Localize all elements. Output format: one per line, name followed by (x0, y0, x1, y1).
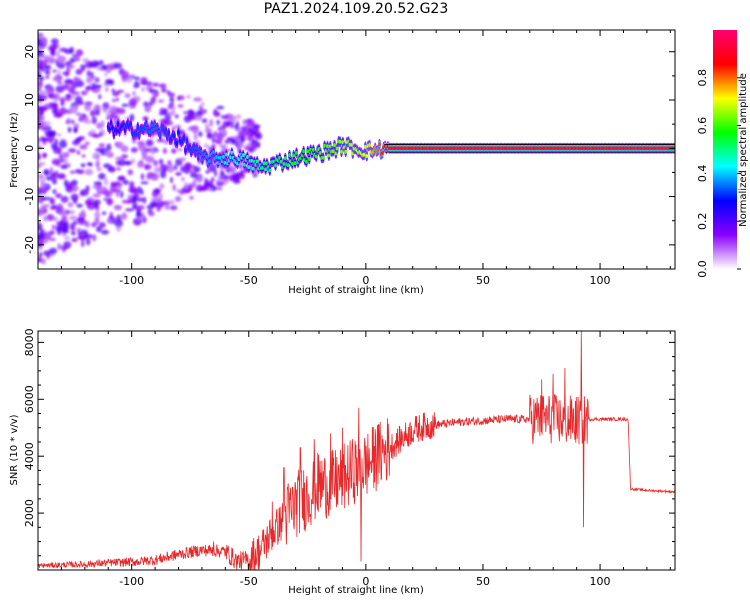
y-tick-label: -10 (23, 188, 36, 206)
colorbar: 0.0 0.2 0.4 0.6 0.8 Normalized spectral ampl… (696, 30, 749, 278)
x-tick-label: 50 (476, 274, 490, 287)
snr-frame (37, 330, 676, 571)
spectrogram-ridge (106, 117, 675, 176)
y-tick-label: 4000 (23, 442, 36, 470)
x-tick-label: -100 (119, 274, 144, 287)
x-tick-label: 100 (590, 274, 611, 287)
colorbar-label: Normalized spectral amplitude (738, 73, 749, 227)
chart-title: PAZ1.2024.109.20.52.G23 (263, 1, 449, 17)
x-tick-label: -50 (240, 575, 258, 588)
y-tick-label: 0 (23, 145, 36, 152)
x-tick-label: 50 (476, 575, 490, 588)
y-tick-label: -20 (23, 236, 36, 254)
spectrogram-frame (37, 29, 676, 270)
colorbar-tick-label: 0.0 (696, 260, 709, 278)
x-tick-label: 0 (362, 575, 369, 588)
y-tick-label: 6000 (23, 385, 36, 413)
colorbar-tick-label: 0.4 (696, 165, 709, 183)
spectrogram-ylabel: Frequency (Hz) (9, 112, 20, 188)
spectrogram-noise (38, 32, 263, 265)
snr-xlabel: Height of straight line (km) (288, 585, 424, 596)
colorbar-tick-label: 0.6 (696, 117, 709, 135)
colorbar-tick-label: 0.2 (696, 212, 709, 230)
x-tick-label: -100 (119, 575, 144, 588)
y-tick-label: 8000 (23, 328, 36, 356)
colorbar-tick-label: 0.8 (696, 69, 709, 87)
x-tick-label: 0 (362, 274, 369, 287)
y-tick-label: 10 (23, 93, 36, 107)
y-tick-label: 2000 (23, 499, 36, 527)
snr-series-line (38, 331, 675, 570)
snr-panel: -100 -50 0 50 100 2000 4000 6000 8000 Height of … (9, 328, 676, 596)
colorbar-gradient (713, 30, 737, 269)
snr-ylabel: SNR (10 * v/v) (9, 414, 20, 485)
spectrogram-xlabel: Height of straight line (km) (288, 285, 424, 296)
y-tick-label: 20 (23, 45, 36, 59)
x-tick-label: 100 (590, 575, 611, 588)
x-tick-label: -50 (240, 274, 258, 287)
